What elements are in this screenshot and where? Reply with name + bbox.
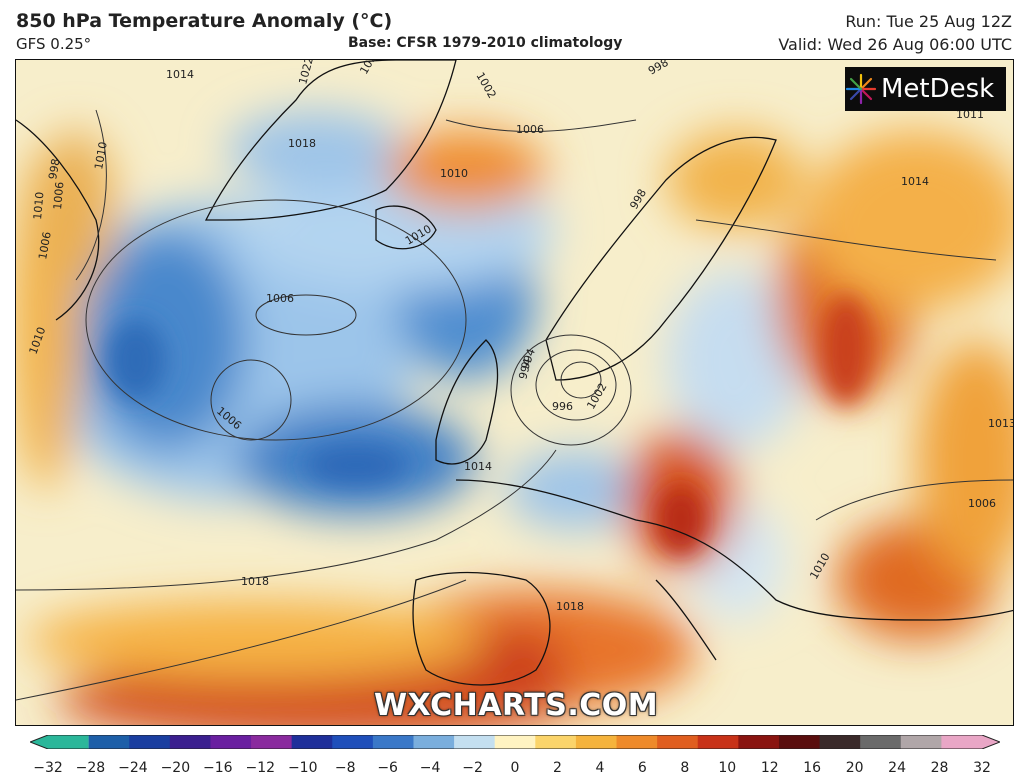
isobar-label: 1014 [464, 460, 492, 473]
isobar-label: 1018 [556, 600, 584, 613]
valid-time: Valid: Wed 26 Aug 06:00 UTC [778, 35, 1012, 54]
colorbar-bin [88, 735, 130, 749]
colorbar-tick-label: 6 [638, 760, 647, 776]
metdesk-logo: MetDesk [845, 67, 1006, 111]
colorbar-tick-label: −24 [118, 760, 148, 776]
colorbar-tick-label: 20 [846, 760, 864, 776]
colorbar-bin [778, 735, 821, 749]
anomaly-map[interactable]: 1014 1022 1026 1018 1010 1006 1002 998 9… [15, 59, 1014, 726]
isobar-label: 994 [516, 357, 534, 381]
colorbar-tick-label: −12 [245, 760, 275, 776]
colorbar-bin [535, 735, 577, 749]
colorbar-bin [332, 735, 374, 749]
isobar-label: 1010 [31, 191, 46, 220]
colorbar-tick-label: −32 [33, 760, 63, 776]
anomaly-field [16, 110, 1013, 725]
climatology-base: Base: CFSR 1979-2010 climatology [348, 35, 623, 51]
colorbar-bin [819, 735, 861, 749]
colorbar-tick-label: 0 [511, 760, 520, 776]
colorbar-bin [860, 735, 902, 749]
colorbar-bin [291, 735, 333, 749]
isobar-label: 1006 [516, 123, 544, 136]
colorbar-bin [697, 735, 739, 749]
colorbar-bin [941, 735, 1000, 749]
colorbar-tick-label: 24 [888, 760, 906, 776]
colorbar-tick-label: 16 [803, 760, 821, 776]
greenland-outline [204, 60, 457, 221]
model-label: GFS 0.25° [16, 35, 92, 53]
isobar-label: 1018 [241, 575, 269, 588]
iceland-outline [375, 205, 437, 250]
isobar-label: 998 [46, 158, 62, 181]
isobar-label: 1018 [288, 137, 316, 150]
colorbar-tick-label: −8 [335, 760, 356, 776]
colorbar-bin [413, 735, 455, 749]
colorbar-bin [575, 735, 618, 749]
colorbar-tick-label: −28 [76, 760, 106, 776]
colorbar-bin [494, 735, 536, 749]
colorbar-tick-label: −6 [377, 760, 398, 776]
colorbar-tick-label: −16 [203, 760, 233, 776]
coastlines [16, 60, 1013, 686]
run-time: Run: Tue 25 Aug 12Z [845, 12, 1012, 31]
colorbar-bin [210, 735, 252, 749]
colorbar-bin [251, 735, 293, 749]
colorbar-tick-label: −10 [288, 760, 318, 776]
isobar-label: 1013 [988, 417, 1014, 430]
colorbar-tick-label: −2 [462, 760, 483, 776]
isobar-label: 1006 [968, 497, 996, 510]
isobar-label: 996 [552, 400, 573, 413]
colorbar-bin [30, 735, 89, 749]
colorbar-tick-label: 8 [680, 760, 689, 776]
isobar-label: 1006 [51, 181, 66, 210]
isobar-label: 1010 [440, 167, 468, 180]
colorbar-bin [169, 735, 211, 749]
colorbar-ticks: −32 −28 −24 −20 −16 −12 −10 −8 −6 −4 −2 0 2 4 6 8 10 12 16… [33, 760, 991, 776]
italy-outline [655, 579, 717, 661]
canada-coast [16, 119, 100, 321]
britain-outline [435, 339, 499, 465]
isobar-label: 1006 [266, 292, 294, 305]
isobar-label: 1014 [901, 175, 929, 188]
scandinavia-outline [545, 136, 777, 381]
iberia-outline [412, 571, 551, 686]
colorbar-tick-label: 32 [973, 760, 991, 776]
colorbar-tick-label: 12 [761, 760, 779, 776]
colorbar-tick-label: 4 [595, 760, 604, 776]
colorbar-tick-label: −20 [161, 760, 191, 776]
map-canvas: 1014 1022 1026 1018 1010 1006 1002 998 9… [16, 60, 1014, 725]
colorbar-bin [129, 735, 171, 749]
isobars [16, 109, 1013, 701]
colorbar-tick-label: −4 [420, 760, 441, 776]
watermark: WXCHARTS.COM [374, 688, 659, 723]
chart-title: 850 hPa Temperature Anomaly (°C) [16, 10, 393, 32]
colorbar-bin [738, 735, 780, 749]
isobar-label: 1006 [36, 231, 54, 261]
colorbar-tick-label: 28 [931, 760, 949, 776]
colorbar-bin [372, 735, 414, 749]
colorbar-tick-label: 2 [553, 760, 562, 776]
colorbar-bin [900, 735, 942, 749]
isobar-label: 1010 [92, 141, 110, 171]
logo-text: MetDesk [881, 74, 995, 104]
colorbar-bin [616, 735, 658, 749]
continental-coast [455, 479, 1013, 621]
colorbar-bin [657, 735, 699, 749]
colorbar-tick-label: 10 [718, 760, 736, 776]
colorbar-bin [454, 735, 496, 749]
colorbar [30, 735, 1000, 749]
starburst-icon [845, 73, 877, 105]
isobar-label: 1014 [166, 68, 194, 81]
isobar-label: 1011 [956, 108, 984, 121]
